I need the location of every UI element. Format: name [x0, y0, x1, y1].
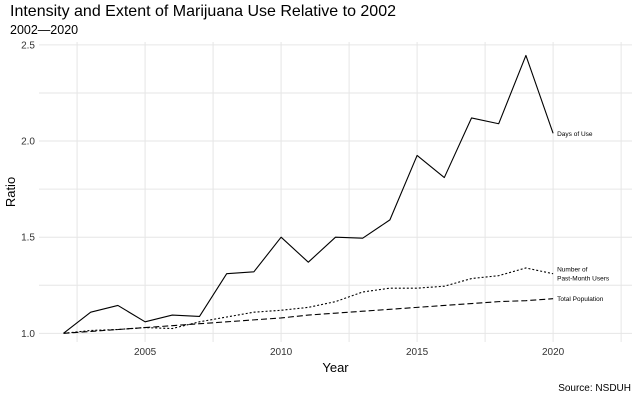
- y-tick-label: 2.5: [21, 40, 35, 51]
- series-line-number-of-past-month-users: [63, 267, 554, 334]
- axis-ticks: 2005 2010 2015 2020 1.0 1.5 2.0 2.5: [21, 40, 565, 358]
- y-tick-label: 1.0: [21, 329, 35, 340]
- x-tick-label: 2010: [270, 347, 293, 358]
- source-caption: Source: NSDUH: [558, 383, 631, 394]
- x-tick-label: 2005: [134, 347, 157, 358]
- series-line-total-population: [63, 298, 554, 334]
- series-label-number-of-past-month-users: Number of Past-Month Users: [557, 267, 610, 283]
- y-axis-title: Ratio: [3, 177, 18, 207]
- series-label-days-of-use: Days of Use: [557, 131, 593, 138]
- series-line-days-of-use: [63, 54, 554, 334]
- chart-title: Intensity and Extent of Marijuana Use Re…: [10, 3, 396, 20]
- chart-subtitle: 2002—2020: [10, 23, 79, 37]
- grid: [39, 42, 632, 342]
- y-tick-label: 2.0: [21, 137, 35, 148]
- x-tick-label: 2020: [542, 347, 565, 358]
- series-lines: [63, 54, 554, 334]
- x-axis-title: Year: [322, 360, 349, 375]
- series-label-total-population: Total Population: [557, 296, 604, 303]
- x-tick-label: 2015: [406, 347, 429, 358]
- y-tick-label: 1.5: [21, 233, 35, 244]
- series-labels: Days of Use Number of Past-Month Users Tota…: [557, 131, 610, 303]
